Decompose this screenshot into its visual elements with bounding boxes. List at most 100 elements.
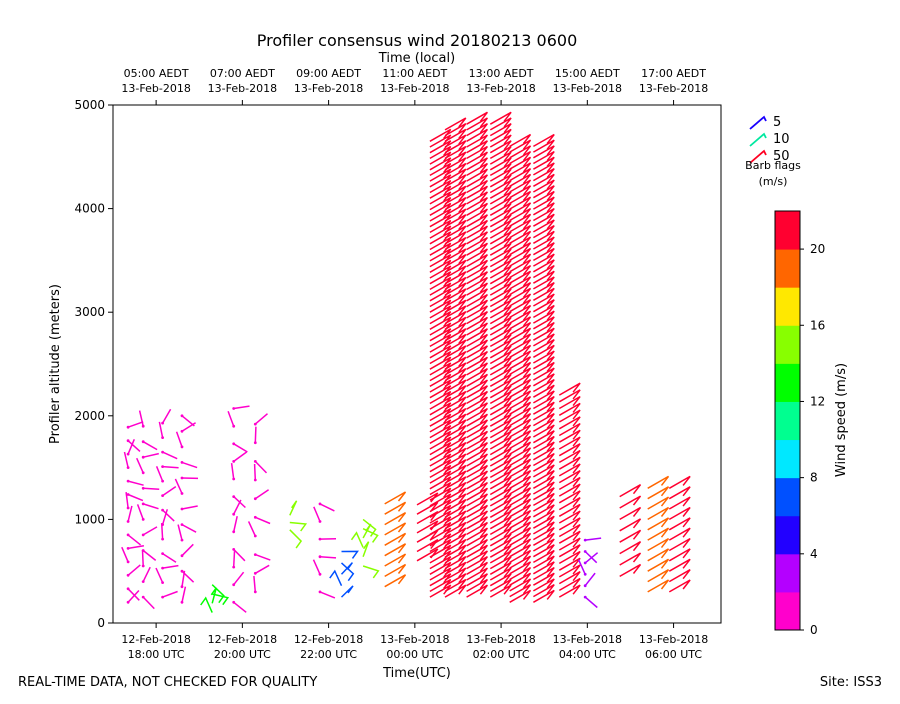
- wind-barb-dot: [181, 585, 184, 588]
- colorbar-segment: [775, 401, 800, 440]
- wind-barb: [669, 518, 690, 530]
- site-label: Site: ISS3: [820, 675, 882, 690]
- wind-barb: [128, 481, 144, 485]
- wind-barb-dot: [161, 451, 164, 454]
- wind-barb: [385, 492, 406, 504]
- wind-barb-dot: [181, 601, 184, 604]
- wind-barb-dot: [232, 425, 235, 428]
- wind-barb-dot: [232, 442, 235, 445]
- wind-barb: [490, 585, 511, 597]
- wind-barb: [385, 565, 406, 577]
- wind-barb-dot: [181, 430, 184, 433]
- wind-barb: [669, 539, 690, 551]
- x-tick-label-date: 12-Feb-2018: [294, 633, 363, 646]
- wind-barb-dot: [232, 513, 235, 516]
- x-tick-label-date: 13-Feb-2018: [466, 633, 535, 646]
- wind-barb-dot: [142, 440, 145, 443]
- wind-barb: [234, 572, 244, 585]
- wind-barb-dot: [127, 426, 130, 429]
- wind-barb: [669, 476, 690, 488]
- wind-barb-dot: [181, 539, 184, 542]
- wind-barb-dot: [232, 566, 235, 569]
- barb-legend-units: (m/s): [759, 175, 788, 188]
- wind-barb: [417, 540, 438, 552]
- wind-barb: [352, 533, 364, 548]
- wind-barb-dot: [254, 441, 257, 444]
- top-tick-label-time: 17:00 AEDT: [641, 67, 706, 80]
- wind-barb-dot: [127, 520, 130, 523]
- wind-barb: [330, 571, 342, 586]
- wind-barb-dot: [254, 479, 257, 482]
- x-tick-label-time: 04:00 UTC: [559, 648, 616, 661]
- wind-barb: [178, 525, 182, 541]
- wind-barb-dot: [142, 487, 145, 490]
- wind-barb-dot: [319, 520, 322, 523]
- wind-barb-dot: [232, 583, 235, 586]
- wind-barb-dot: [127, 507, 130, 510]
- wind-barb-dot: [181, 554, 184, 557]
- wind-barb: [314, 507, 320, 522]
- wind-barb-dot: [127, 547, 130, 550]
- top-tick-label-date: 13-Feb-2018: [380, 82, 449, 95]
- wind-barb: [385, 575, 406, 587]
- wind-barb: [669, 570, 690, 582]
- top-tick-label-date: 13-Feb-2018: [639, 82, 708, 95]
- wind-barb-dot: [181, 414, 184, 417]
- wind-barb-dot: [161, 596, 164, 599]
- wind-barb-dot: [254, 497, 257, 500]
- wind-barb: [234, 444, 248, 452]
- wind-barb: [177, 432, 182, 447]
- x-axis-label: Time(UTC): [382, 666, 451, 681]
- wind-barbs: [122, 112, 690, 612]
- wind-barb: [143, 488, 159, 489]
- wind-barb: [182, 525, 196, 533]
- wind-barb: [137, 458, 144, 473]
- wind-barb-dot: [254, 572, 257, 575]
- wind-barb: [140, 411, 144, 427]
- top-tick-label-date: 13-Feb-2018: [121, 82, 190, 95]
- barb-legend-label: 10: [773, 132, 790, 147]
- wind-barb-dot: [181, 446, 184, 449]
- colorbar-tick-label: 4: [810, 547, 818, 561]
- wind-barb-dot: [161, 509, 164, 512]
- wind-barb: [467, 585, 488, 597]
- wind-barb: [128, 546, 144, 549]
- wind-barb-dot: [161, 567, 164, 570]
- wind-barb: [182, 587, 185, 603]
- wind-barb: [234, 497, 246, 508]
- wind-barb: [620, 565, 641, 577]
- wind-barb: [157, 466, 163, 481]
- wind-barb-dot: [319, 591, 322, 594]
- top-axis-title: Time (local): [378, 51, 455, 66]
- quality-note: REAL-TIME DATA, NOT CHECKED FOR QUALITY: [18, 675, 317, 690]
- wind-barb: [163, 592, 178, 598]
- wind-barb: [182, 506, 198, 509]
- wind-barb-dot: [254, 553, 257, 556]
- wind-barb: [648, 580, 669, 592]
- barb-legend-title: Barb flags: [745, 159, 801, 172]
- wind-barb: [128, 591, 139, 603]
- wind-barb: [385, 523, 406, 535]
- colorbar-segment: [775, 592, 800, 631]
- wind-barb: [255, 464, 256, 480]
- wind-barb-dot: [142, 580, 145, 583]
- wind-barb-dot: [127, 480, 130, 483]
- colorbar-segment: [775, 363, 800, 402]
- wind-barb: [143, 454, 159, 458]
- wind-barb-dot: [181, 477, 184, 480]
- x-tick-label-time: 20:00 UTC: [214, 648, 271, 661]
- wind-barb-dot: [584, 562, 587, 565]
- wind-barb: [669, 487, 690, 499]
- plot-frame: [113, 105, 721, 623]
- wind-barb-dot: [161, 523, 164, 526]
- wind-barb: [385, 554, 406, 566]
- wind-barb: [175, 479, 182, 494]
- wind-barb: [201, 598, 213, 613]
- wind-barb: [255, 555, 270, 561]
- x-tick-label-date: 12-Feb-2018: [121, 633, 190, 646]
- wind-barb: [143, 550, 144, 566]
- wind-barb: [342, 586, 354, 597]
- wind-barb: [128, 495, 143, 501]
- wind-barb-dot: [254, 423, 257, 426]
